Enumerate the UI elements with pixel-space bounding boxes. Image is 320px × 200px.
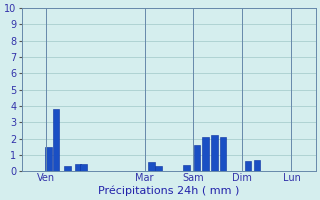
Bar — [245, 161, 252, 171]
Bar — [183, 165, 190, 171]
Bar — [254, 160, 260, 171]
Bar — [52, 109, 59, 171]
Bar — [203, 137, 209, 171]
Bar — [156, 166, 162, 171]
Bar — [220, 137, 227, 171]
Bar — [64, 166, 71, 171]
Bar — [148, 162, 155, 171]
Bar — [75, 164, 81, 171]
Bar — [45, 147, 52, 171]
Bar — [211, 135, 218, 171]
X-axis label: Précipitations 24h ( mm ): Précipitations 24h ( mm ) — [98, 185, 240, 196]
Bar — [80, 164, 87, 171]
Bar — [194, 145, 200, 171]
